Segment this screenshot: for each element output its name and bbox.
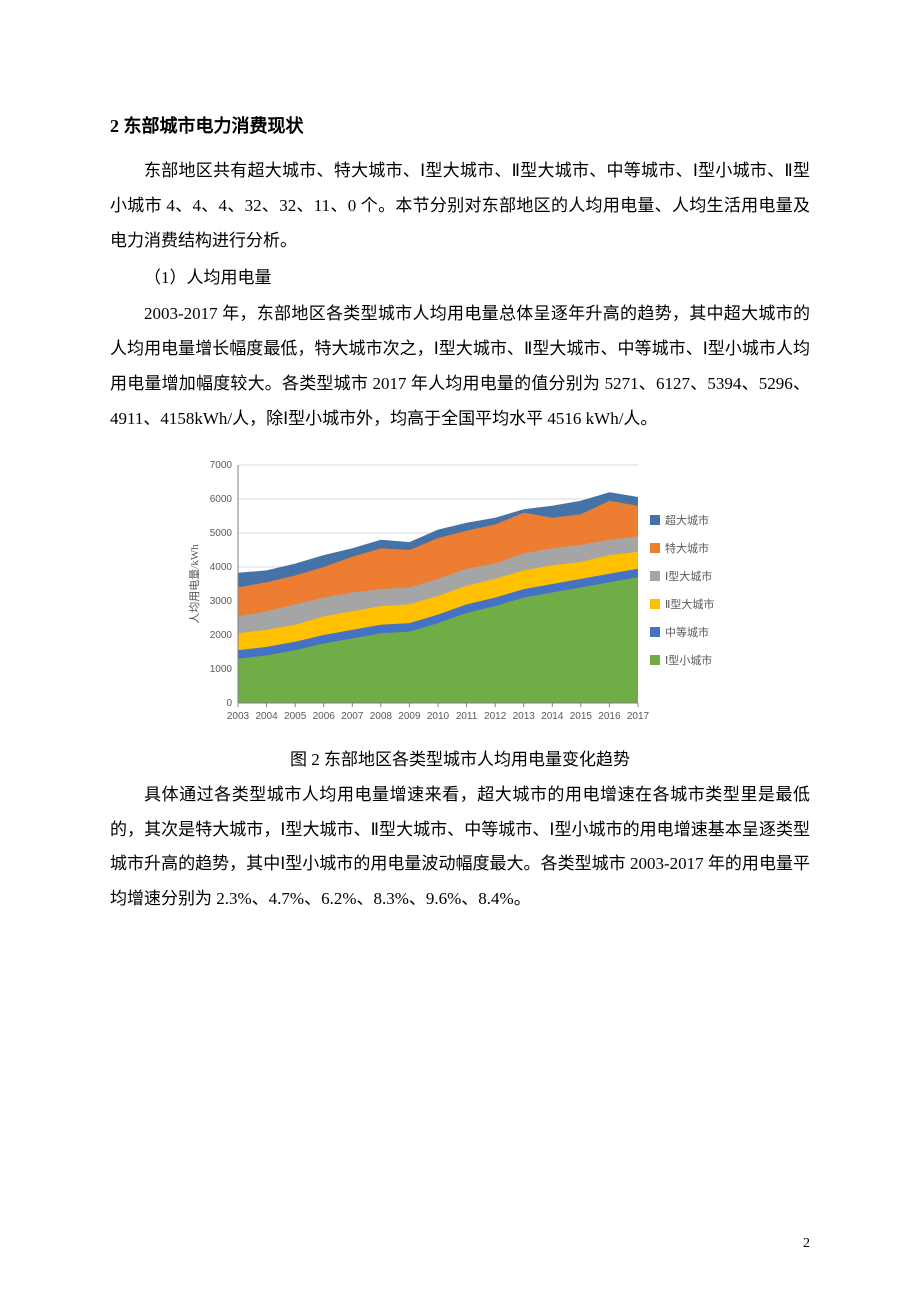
stacked-area-chart: 0 1000 2000 3000 4000 5000 6000 7000 2003 2004 200… bbox=[180, 455, 740, 735]
svg-text:2014: 2014 bbox=[541, 711, 564, 722]
svg-text:7000: 7000 bbox=[210, 460, 233, 471]
svg-text:Ⅱ型大城市: Ⅱ型大城市 bbox=[665, 597, 714, 611]
page-number: 2 bbox=[803, 1236, 810, 1252]
svg-text:5000: 5000 bbox=[210, 528, 233, 539]
paragraph-body-1: 2003-2017 年，东部地区各类型城市人均用电量总体呈逐年升高的趋势，其中超… bbox=[110, 297, 810, 436]
svg-text:中等城市: 中等城市 bbox=[665, 625, 709, 639]
subsection-heading: （1）人均用电量 bbox=[110, 261, 810, 296]
svg-text:6000: 6000 bbox=[210, 494, 233, 505]
svg-text:0: 0 bbox=[226, 698, 232, 709]
svg-text:Ⅰ型小城市: Ⅰ型小城市 bbox=[665, 653, 712, 667]
paragraph-body-2: 具体通过各类型城市人均用电量增速来看，超大城市的用电增速在各城市类型里是最低的，… bbox=[110, 778, 810, 917]
figure-caption: 图 2 东部地区各类型城市人均用电量变化趋势 bbox=[110, 745, 810, 770]
svg-text:1000: 1000 bbox=[210, 664, 233, 675]
section-heading: 2 东部城市电力消费现状 bbox=[110, 108, 810, 144]
svg-text:Ⅰ型大城市: Ⅰ型大城市 bbox=[665, 569, 712, 583]
svg-text:2010: 2010 bbox=[427, 711, 450, 722]
svg-text:2004: 2004 bbox=[255, 711, 278, 722]
svg-text:2015: 2015 bbox=[570, 711, 593, 722]
svg-text:3000: 3000 bbox=[210, 596, 233, 607]
svg-text:2009: 2009 bbox=[398, 711, 421, 722]
svg-text:4000: 4000 bbox=[210, 562, 233, 573]
svg-text:2007: 2007 bbox=[341, 711, 364, 722]
svg-text:人均用电量/kWh: 人均用电量/kWh bbox=[188, 544, 201, 624]
page: 2 东部城市电力消费现状 东部地区共有超大城市、特大城市、Ⅰ型大城市、Ⅱ型大城市… bbox=[0, 0, 920, 1302]
svg-text:2003: 2003 bbox=[227, 711, 250, 722]
svg-text:2000: 2000 bbox=[210, 630, 233, 641]
svg-text:2012: 2012 bbox=[484, 711, 507, 722]
svg-text:2011: 2011 bbox=[456, 711, 478, 722]
svg-text:2016: 2016 bbox=[598, 711, 621, 722]
figure-chart: 0 1000 2000 3000 4000 5000 6000 7000 2003 2004 200… bbox=[180, 455, 740, 735]
svg-text:特大城市: 特大城市 bbox=[665, 541, 709, 555]
svg-text:2006: 2006 bbox=[313, 711, 336, 722]
svg-text:2008: 2008 bbox=[370, 711, 393, 722]
svg-text:2017: 2017 bbox=[627, 711, 650, 722]
svg-text:2005: 2005 bbox=[284, 711, 307, 722]
svg-text:2013: 2013 bbox=[513, 711, 536, 722]
svg-text:超大城市: 超大城市 bbox=[665, 513, 709, 527]
paragraph-intro: 东部地区共有超大城市、特大城市、Ⅰ型大城市、Ⅱ型大城市、中等城市、Ⅰ型小城市、Ⅱ… bbox=[110, 154, 810, 259]
